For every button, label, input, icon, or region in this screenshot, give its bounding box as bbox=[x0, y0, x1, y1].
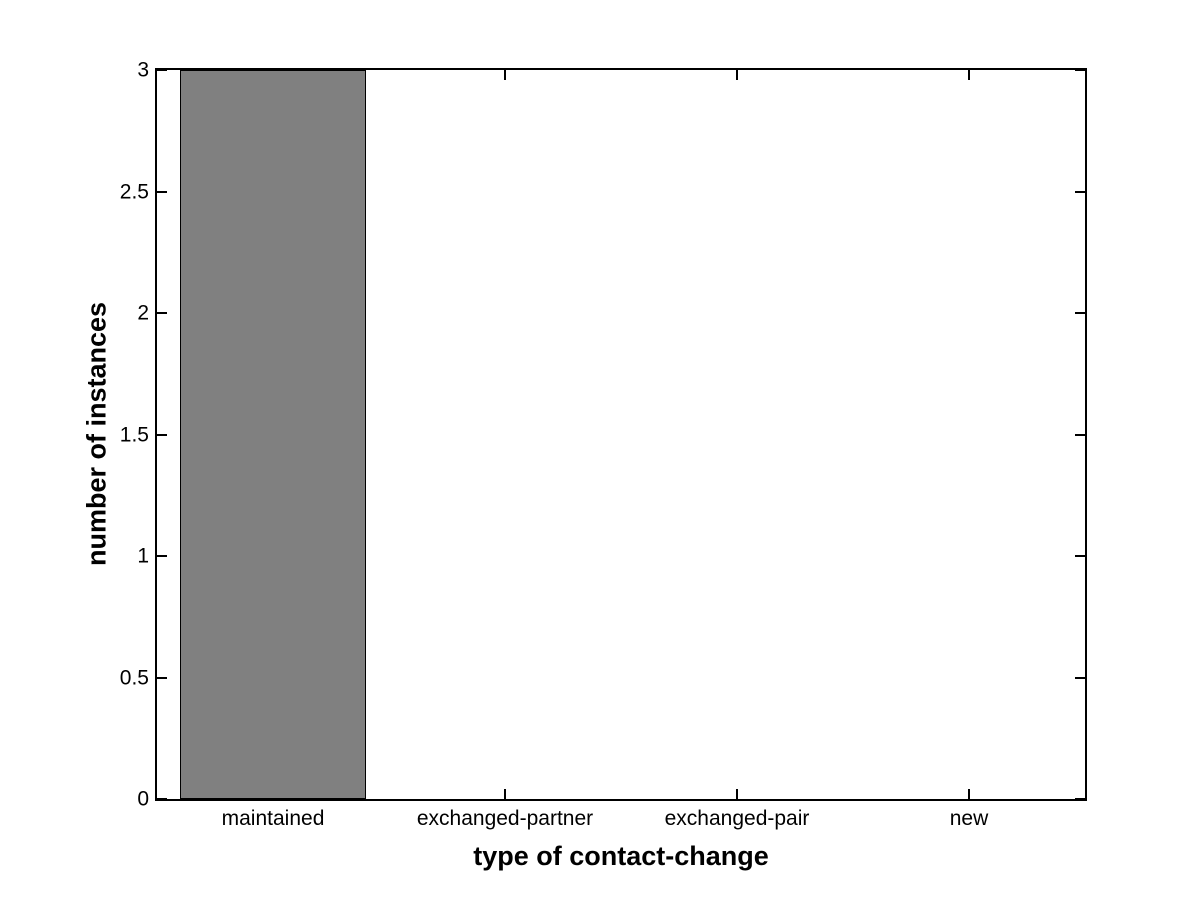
x-tick-label: maintained bbox=[221, 807, 325, 830]
y-tick-mark bbox=[157, 798, 167, 800]
y-tick-label: 0 bbox=[137, 787, 149, 811]
y-tick-label: 1 bbox=[137, 544, 149, 568]
bar-maintained bbox=[180, 70, 366, 799]
x-tick-label: exchanged-partner bbox=[416, 807, 594, 830]
y-tick-mark bbox=[157, 433, 167, 436]
y-tick-mark bbox=[1075, 555, 1085, 557]
x-tick-mark bbox=[504, 789, 506, 799]
y-tick-mark bbox=[1075, 69, 1085, 71]
y-tick-label: 1.5 bbox=[119, 423, 149, 446]
x-tick-label: exchanged-pair bbox=[664, 807, 810, 830]
y-tick-mark bbox=[157, 312, 167, 314]
y-tick-mark bbox=[1075, 798, 1085, 800]
y-tick-mark bbox=[157, 555, 167, 557]
x-axis-label: type of contact-change bbox=[473, 841, 769, 871]
y-tick-label: 2 bbox=[137, 301, 149, 325]
y-tick-label: 0.5 bbox=[119, 666, 149, 689]
y-tick-mark bbox=[1075, 676, 1085, 679]
x-tick-mark bbox=[736, 70, 738, 80]
y-tick-mark bbox=[157, 69, 167, 71]
x-tick-label: new bbox=[949, 807, 989, 830]
y-tick-label: 2.5 bbox=[119, 180, 149, 203]
x-tick-mark bbox=[736, 789, 738, 799]
y-tick-label: 3 bbox=[137, 58, 149, 82]
y-tick-mark bbox=[157, 676, 167, 679]
x-tick-mark bbox=[968, 789, 970, 799]
x-tick-mark bbox=[968, 70, 970, 80]
y-tick-mark bbox=[1075, 433, 1085, 436]
y-tick-mark bbox=[1075, 312, 1085, 314]
y-tick-mark bbox=[157, 190, 167, 193]
y-tick-mark bbox=[1075, 190, 1085, 193]
x-tick-mark bbox=[504, 70, 506, 80]
plot-area bbox=[155, 68, 1087, 801]
